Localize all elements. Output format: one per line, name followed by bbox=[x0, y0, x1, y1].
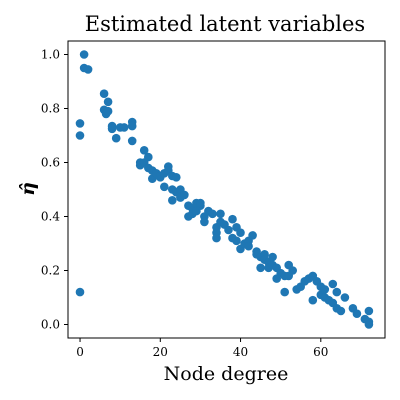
data-point bbox=[103, 97, 113, 107]
data-point bbox=[340, 293, 350, 302]
data-point bbox=[224, 225, 233, 235]
data-point bbox=[364, 306, 374, 316]
data-point bbox=[320, 285, 330, 294]
data-point bbox=[83, 65, 93, 74]
y-axis-label: η̂ bbox=[17, 182, 39, 196]
data-point bbox=[280, 287, 290, 297]
data-point bbox=[107, 124, 117, 134]
data-point bbox=[336, 306, 346, 316]
data-point bbox=[196, 198, 205, 208]
data-point bbox=[216, 209, 225, 219]
y-tick-label: 1.0 bbox=[41, 48, 60, 62]
data-point bbox=[332, 287, 342, 297]
x-axis: 0 20 40 60 bbox=[76, 338, 328, 359]
data-point bbox=[308, 295, 318, 305]
data-point bbox=[127, 121, 137, 131]
x-tick-label: 60 bbox=[313, 345, 328, 359]
data-point bbox=[139, 146, 149, 155]
x-tick-label: 40 bbox=[233, 345, 248, 359]
data-point bbox=[208, 209, 217, 219]
data-point bbox=[119, 123, 129, 132]
data-point bbox=[144, 152, 153, 162]
data-point bbox=[244, 241, 253, 251]
data-point bbox=[75, 287, 85, 297]
data-point bbox=[180, 190, 189, 200]
data-point bbox=[79, 50, 89, 59]
data-point bbox=[75, 131, 85, 140]
y-tick-label: 0.4 bbox=[41, 210, 60, 224]
data-point bbox=[352, 309, 362, 319]
x-tick-label: 0 bbox=[76, 345, 84, 359]
data-point bbox=[172, 173, 181, 182]
y-tick-label: 0.2 bbox=[41, 264, 60, 278]
data-point bbox=[168, 196, 177, 205]
y-tick-label: 0.8 bbox=[41, 102, 60, 116]
data-point bbox=[268, 252, 277, 262]
data-point bbox=[228, 214, 237, 224]
data-point bbox=[103, 106, 113, 116]
data-point bbox=[212, 233, 221, 243]
y-axis: 0.0 0.2 0.4 0.6 0.8 1.0 bbox=[41, 48, 68, 332]
plot-frame bbox=[67, 40, 386, 339]
y-tick-label: 0.0 bbox=[41, 318, 60, 332]
data-point bbox=[328, 279, 338, 289]
chart-title: Estimated latent variables bbox=[85, 12, 365, 36]
data-point bbox=[288, 266, 298, 275]
data-point bbox=[232, 236, 241, 246]
data-point bbox=[111, 133, 121, 143]
data-point bbox=[236, 228, 245, 237]
data-point bbox=[248, 231, 257, 240]
data-points bbox=[75, 50, 374, 329]
x-axis-label: Node degree bbox=[164, 363, 289, 385]
y-tick-label: 0.6 bbox=[41, 156, 60, 170]
data-point bbox=[256, 263, 265, 273]
data-point bbox=[99, 89, 109, 98]
data-point bbox=[364, 320, 374, 329]
data-point bbox=[127, 136, 137, 146]
data-point bbox=[75, 119, 85, 128]
data-point bbox=[160, 182, 169, 192]
x-tick-label: 20 bbox=[153, 345, 168, 359]
data-point bbox=[200, 217, 209, 227]
